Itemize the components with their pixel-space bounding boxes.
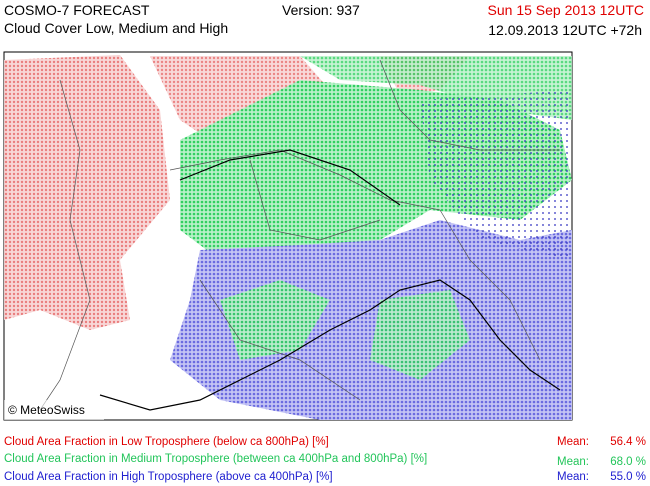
mean-label: Mean: bbox=[557, 471, 589, 483]
legend-label: Cloud Area Fraction in High Troposphere … bbox=[4, 471, 333, 483]
legend-label: Cloud Area Fraction in Low Troposphere (… bbox=[4, 436, 329, 448]
valid-time: Sun 15 Sep 2013 12UTC bbox=[487, 2, 644, 18]
mean-value: 56.4 % bbox=[610, 436, 646, 448]
copyright-bg bbox=[4, 400, 104, 420]
title: COSMO-7 FORECAST bbox=[4, 2, 150, 18]
mean-value: 68.0 % bbox=[610, 456, 646, 468]
mean-label: Mean: bbox=[557, 456, 589, 468]
run-time: 12.09.2013 12UTC +72h bbox=[488, 22, 642, 38]
cloud-fields bbox=[4, 55, 572, 420]
coast-lakes bbox=[99, 149, 561, 411]
mean-value: 55.0 % bbox=[610, 471, 646, 483]
borders bbox=[39, 59, 560, 411]
mean-label: Mean: bbox=[557, 436, 589, 448]
version: Version: 937 bbox=[282, 2, 360, 18]
subtitle: Cloud Cover Low, Medium and High bbox=[4, 20, 229, 36]
legend-label: Cloud Area Fraction in Medium Tropospher… bbox=[4, 453, 428, 465]
copyright: © MeteoSwiss bbox=[8, 403, 85, 417]
